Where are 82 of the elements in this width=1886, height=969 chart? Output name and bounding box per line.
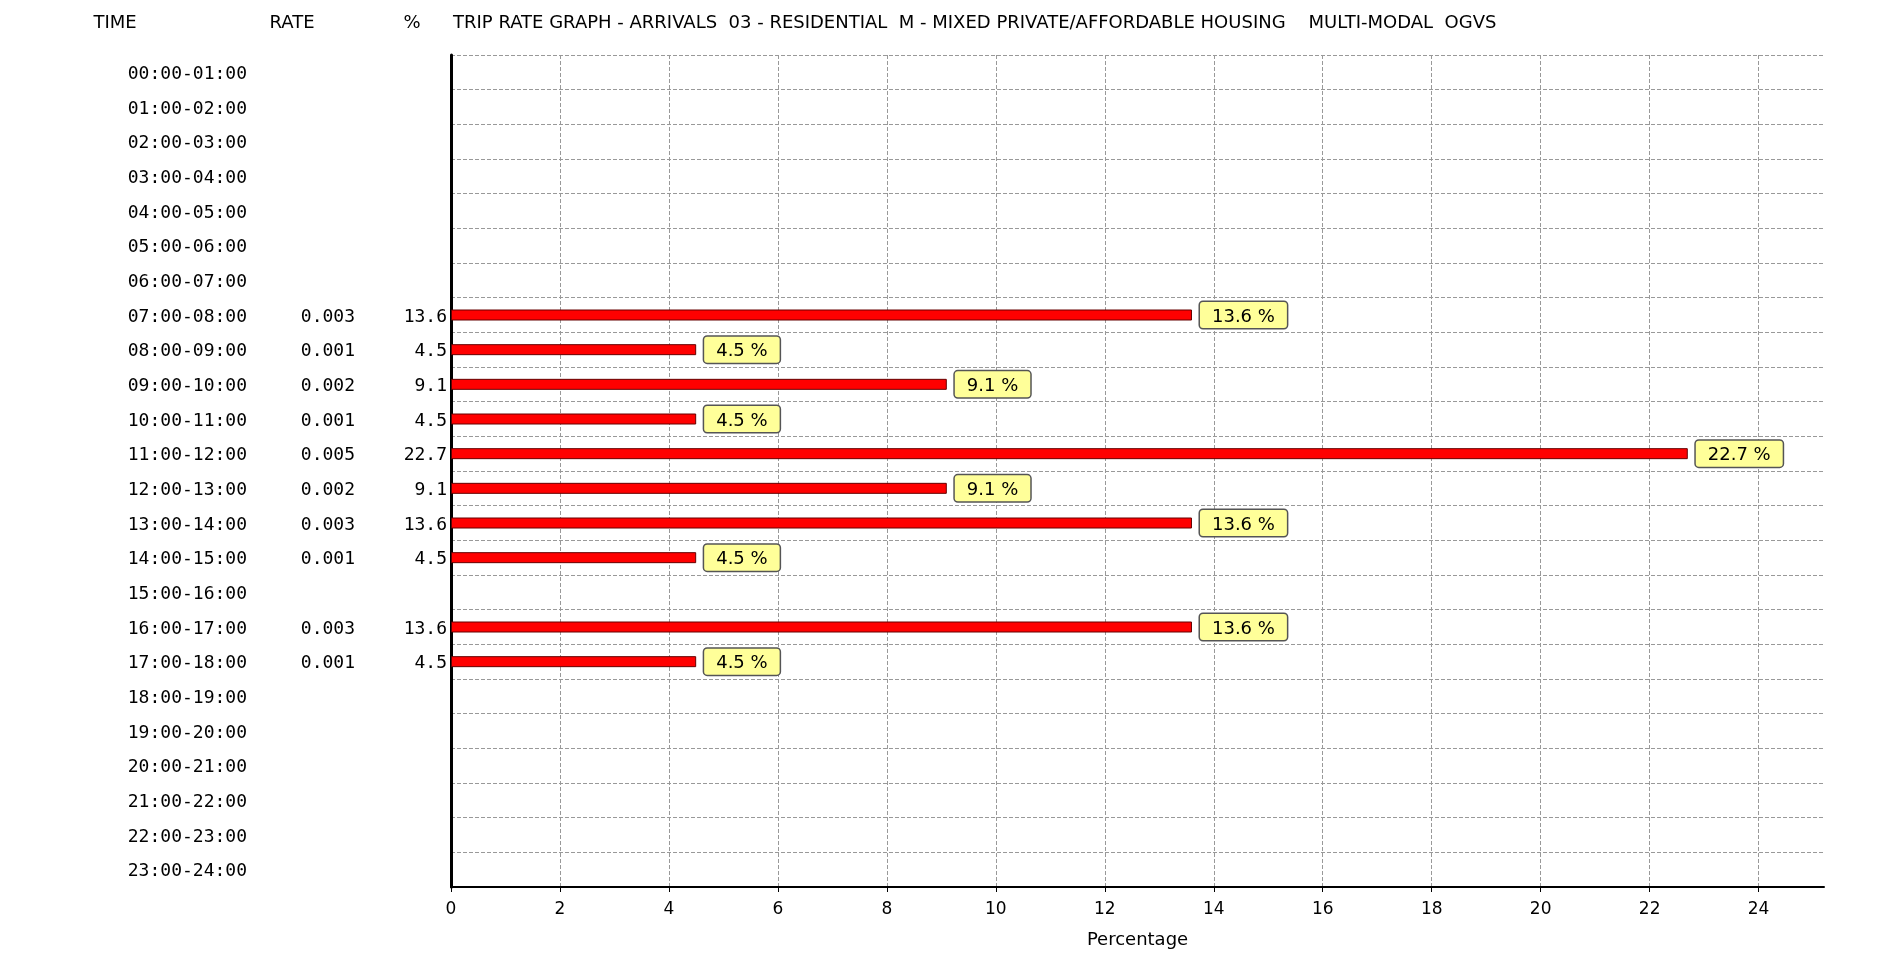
y-tick-label: 14:00-15:00 bbox=[127, 547, 247, 569]
text: 9.1 bbox=[414, 477, 447, 499]
text: RATE bbox=[269, 10, 315, 32]
x-tick-label: 0 bbox=[445, 897, 457, 918]
y-tick-label: 06:00-07:00 bbox=[127, 269, 247, 291]
bar bbox=[451, 552, 697, 564]
text: 0.005 bbox=[300, 443, 355, 465]
chart-title: TRIP RATE GRAPH - ARRIVALS 03 - RESIDENTIAL M - MIXED PRIVATE/AFFORDABLE HOUSING MULTI-MODAL OGVS bbox=[452, 10, 1497, 32]
y-tick-label: 16:00-17:00 bbox=[127, 616, 247, 638]
text: 4.5 bbox=[414, 339, 447, 361]
text: 0.002 bbox=[300, 477, 355, 499]
y-tick-label: 19:00-20:00 bbox=[127, 720, 247, 742]
x-tick-label: 2 bbox=[554, 897, 566, 918]
x-tick-label: 22 bbox=[1638, 897, 1661, 918]
text: 4.5 bbox=[414, 408, 447, 430]
y-tick-label: 04:00-05:00 bbox=[127, 200, 247, 222]
text: 9.1 bbox=[414, 373, 447, 395]
x-tick-label: 24 bbox=[1747, 897, 1770, 918]
x-tick-label: 12 bbox=[1093, 897, 1116, 918]
data-label: 9.1 % bbox=[966, 373, 1019, 395]
data-label: 4.5 % bbox=[716, 547, 768, 569]
bar bbox=[451, 378, 947, 390]
data-label: 4.5 % bbox=[716, 651, 768, 673]
y-tick-label: 05:00-06:00 bbox=[127, 235, 247, 257]
y-tick-label: 09:00-10:00 bbox=[127, 373, 247, 395]
text: 0.001 bbox=[300, 408, 355, 430]
text: 0.001 bbox=[300, 339, 355, 361]
bar bbox=[451, 656, 697, 668]
text: 13.6 bbox=[403, 616, 447, 638]
text: 0.003 bbox=[300, 512, 355, 534]
y-tick-label: 15:00-16:00 bbox=[127, 581, 247, 603]
x-tick-label: 4 bbox=[663, 897, 675, 918]
y-tick-label: 12:00-13:00 bbox=[127, 477, 247, 499]
y-tick-label: 01:00-02:00 bbox=[127, 96, 247, 118]
data-label: 13.6 % bbox=[1211, 512, 1275, 534]
bar bbox=[451, 344, 697, 356]
data-label: 9.1 % bbox=[966, 477, 1019, 499]
text: 0.002 bbox=[300, 373, 355, 395]
y-tick-label: 00:00-01:00 bbox=[127, 61, 247, 83]
text: 4.5 bbox=[414, 651, 447, 673]
bar bbox=[451, 482, 947, 494]
y-tick-label: 02:00-03:00 bbox=[127, 131, 247, 153]
y-tick-label: 11:00-12:00 bbox=[127, 443, 247, 465]
bar bbox=[451, 517, 1192, 529]
data-label: 13.6 % bbox=[1211, 304, 1275, 326]
x-tick-label: 6 bbox=[772, 897, 784, 918]
data-label: 4.5 % bbox=[716, 408, 768, 430]
x-tick-label: 14 bbox=[1202, 897, 1225, 918]
x-tick-label: 18 bbox=[1420, 897, 1443, 918]
x-tick-label: 8 bbox=[881, 897, 893, 918]
text: 0.001 bbox=[300, 547, 355, 569]
bar bbox=[451, 448, 1688, 460]
data-label: 13.6 % bbox=[1211, 616, 1275, 638]
text: 22.7 bbox=[403, 443, 447, 465]
text: 0.001 bbox=[300, 651, 355, 673]
bar bbox=[451, 309, 1192, 321]
bar bbox=[451, 413, 697, 425]
x-axis-title: Percentage bbox=[1086, 927, 1189, 949]
y-tick-label: 22:00-23:00 bbox=[127, 824, 247, 846]
y-tick-label: 17:00-18:00 bbox=[127, 651, 247, 673]
data-label: 22.7 % bbox=[1707, 443, 1771, 465]
text: 4.5 bbox=[414, 547, 447, 569]
text: TIME bbox=[92, 10, 137, 32]
x-tick-label: 16 bbox=[1311, 897, 1334, 918]
bar bbox=[451, 621, 1192, 633]
y-tick-label: 10:00-11:00 bbox=[127, 408, 247, 430]
text: % bbox=[403, 10, 421, 32]
text: 0.003 bbox=[300, 616, 355, 638]
y-tick-label: 23:00-24:00 bbox=[127, 859, 247, 881]
y-tick-label: 13:00-14:00 bbox=[127, 512, 247, 534]
y-tick-label: 20:00-21:00 bbox=[127, 755, 247, 777]
x-tick-label: 10 bbox=[985, 897, 1007, 918]
x-tick-label: 20 bbox=[1529, 897, 1552, 918]
y-tick-label: 07:00-08:00 bbox=[127, 304, 247, 326]
text: 13.6 bbox=[403, 512, 447, 534]
y-tick-label: 03:00-04:00 bbox=[127, 165, 247, 187]
y-tick-label: 18:00-19:00 bbox=[127, 685, 247, 707]
text: 0.003 bbox=[300, 304, 355, 326]
text: 13.6 bbox=[403, 304, 447, 326]
y-tick-label: 21:00-22:00 bbox=[127, 789, 247, 811]
y-tick-label: 08:00-09:00 bbox=[127, 339, 247, 361]
data-label: 4.5 % bbox=[716, 339, 768, 361]
